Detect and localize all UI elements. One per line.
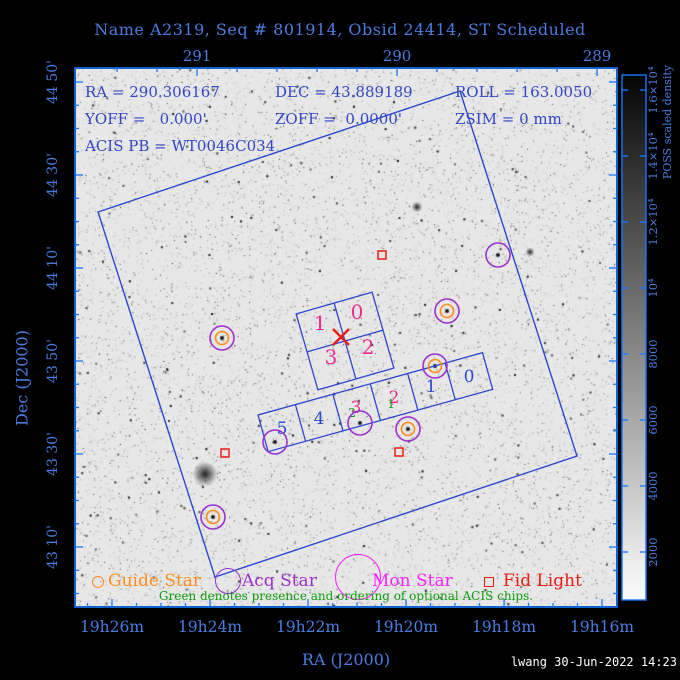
acis-i-outline: [295, 291, 395, 391]
top-tick-label: 290: [383, 47, 412, 65]
info-acis-pb: ACIS PB = WT0046C034: [85, 137, 276, 155]
fid-light-marker: [394, 447, 404, 457]
star-field-image: [76, 69, 616, 606]
left-tick-label: 43 10': [45, 525, 61, 569]
acis-i-chip-number: 3: [325, 345, 338, 369]
plot-title: Name A2319, Seq # 801914, Obsid 24414, S…: [94, 20, 586, 39]
colorbar: [621, 74, 647, 601]
acis-s-divider: [332, 394, 344, 432]
acis-s-chip-number: 3: [351, 398, 362, 418]
guide-star-circle: [205, 509, 221, 525]
acq-star-circle: [262, 429, 288, 455]
y-axis-title: Dec (J2000): [12, 330, 32, 426]
colorbar-title: POSS scaled density: [661, 64, 674, 179]
guide-star-circle: [400, 421, 416, 437]
acq-star-circle: [347, 410, 373, 436]
guide-star-label: Guide Star: [108, 571, 202, 591]
acis-s-divider: [407, 373, 419, 411]
left-tick-label: 44 10': [45, 246, 61, 290]
info-zsim: ZSIM = 0 mm: [455, 110, 562, 128]
mon-star-label: Mon Star: [372, 571, 453, 591]
acis-i-chip-number: 2: [362, 335, 375, 359]
top-tick-label: 289: [583, 47, 612, 65]
acq-star-circle: [485, 242, 511, 268]
x-axis-title: RA (J2000): [301, 650, 391, 669]
acis-s-chip-number: 2: [389, 388, 400, 408]
aim-point-marker: [332, 328, 350, 346]
left-tick-label: 44 30': [45, 153, 61, 197]
guide-star-circle: [214, 330, 230, 346]
acis-s-divider: [294, 404, 307, 442]
colorbar-tick-label: 6000: [646, 405, 660, 434]
colorbar-tick-label: 1.4×10⁴: [646, 132, 660, 180]
colorbar-tick-label: 10⁴: [646, 278, 660, 298]
bottom-tick-label: 19h18m: [472, 618, 536, 636]
fid-light-label: Fid Light: [503, 571, 582, 591]
guide-star-circle: [427, 358, 443, 374]
acis-s-array: [257, 351, 494, 453]
left-tick-label: 44 50': [45, 60, 61, 104]
acq-star-icon: [215, 568, 241, 594]
acis-s-chip-number: 5: [277, 419, 288, 439]
info-zoff: ZOFF = 0.0000': [275, 110, 403, 128]
bottom-tick-label: 19h16m: [570, 618, 634, 636]
acq-star-circle: [209, 325, 235, 351]
guide-star-circle: [439, 303, 455, 319]
colorbar-tick-label: 4000: [646, 471, 660, 500]
bottom-tick-label: 19h26m: [80, 618, 144, 636]
fid-light-marker: [377, 250, 387, 260]
acis-i-chip-number: 1: [314, 311, 327, 335]
fid-light-icon: [484, 577, 494, 587]
acis-optional-order-number: 1: [387, 397, 395, 411]
acq-star-label: Acq Star: [242, 571, 317, 591]
acis-s-chip-number: 0: [464, 367, 475, 387]
colorbar-tick-label: 8000: [646, 339, 660, 368]
bottom-tick-label: 19h20m: [374, 618, 438, 636]
info-ra: RA = 290.306167: [85, 83, 220, 101]
acq-star-circle: [200, 504, 226, 530]
colorbar-tick-label: 1.2×10⁴: [646, 198, 660, 246]
acis-s-chip-number: 4: [314, 409, 325, 429]
info-dec: DEC = 43.889189: [275, 83, 413, 101]
left-tick-label: 43 50': [45, 339, 61, 383]
info-roll: ROLL = 163.0050: [455, 83, 593, 101]
info-yoff: YOFF = 0.000': [85, 110, 207, 128]
credit-timestamp: lwang 30-Jun-2022 14:23: [510, 655, 677, 669]
colorbar-tick-label: 2000: [646, 537, 660, 566]
acq-star-circle: [395, 416, 421, 442]
acis-i-chip-number: 0: [351, 300, 364, 324]
guide-star-icon: [92, 576, 104, 588]
acq-star-circle: [422, 353, 448, 379]
acq-star-circle: [434, 298, 460, 324]
acis-s-divider: [369, 383, 382, 421]
acis-optional-order-number: 2: [348, 406, 356, 420]
top-tick-label: 291: [183, 47, 212, 65]
bottom-tick-label: 19h22m: [276, 618, 340, 636]
mon-star-icon: [335, 554, 381, 600]
hrma-fov-outline: [97, 90, 578, 578]
bottom-tick-label: 19h24m: [178, 618, 242, 636]
acis-chips-footnote: Green denotes presence and ordering of o…: [158, 589, 534, 603]
acis-s-chip-number: 1: [426, 377, 437, 397]
colorbar-tick-label: 1.6×10⁴: [646, 66, 660, 114]
left-tick-label: 43 30': [45, 432, 61, 476]
fid-light-marker: [220, 448, 230, 458]
